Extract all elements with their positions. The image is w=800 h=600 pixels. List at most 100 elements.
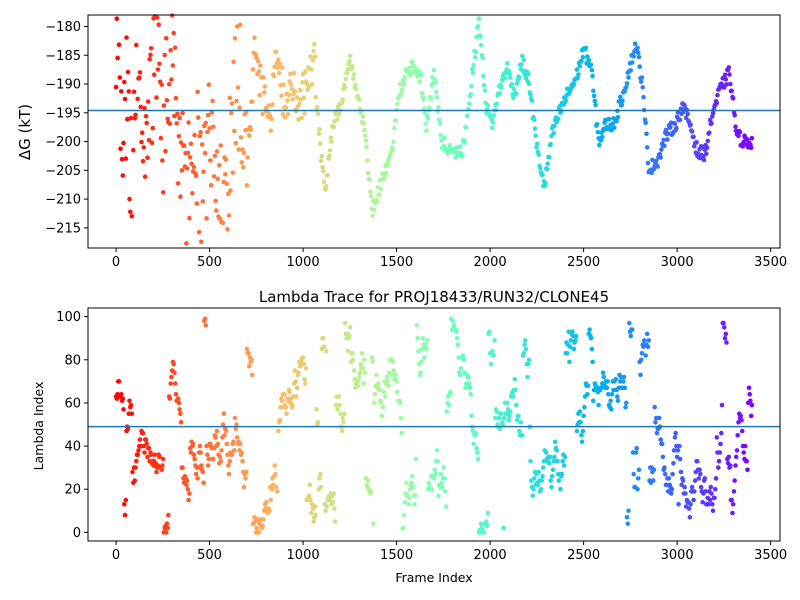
deltag-point xyxy=(320,164,325,170)
lambda-point xyxy=(709,491,714,496)
deltag-point xyxy=(131,89,137,95)
x-tick-label: 1000 xyxy=(287,255,320,270)
deltag-point xyxy=(583,45,589,51)
deltag-point xyxy=(505,60,510,66)
lambda-point xyxy=(229,452,235,458)
lambda-point xyxy=(490,348,495,354)
lambda-point xyxy=(350,357,356,363)
deltag-point xyxy=(639,75,645,80)
lambda-point xyxy=(662,471,668,477)
lambda-point xyxy=(256,530,262,535)
deltag-point xyxy=(591,93,597,99)
deltag-point xyxy=(472,55,478,60)
lambda-point xyxy=(726,454,732,460)
lambda-axes-frame xyxy=(87,307,781,542)
deltag-point xyxy=(286,92,292,98)
deltag-point xyxy=(313,94,319,100)
lambda-point xyxy=(401,525,406,531)
lambda-point xyxy=(422,355,427,360)
deltag-point xyxy=(139,130,145,135)
deltag-point xyxy=(377,192,382,198)
deltag-point xyxy=(592,98,598,104)
deltag-point xyxy=(490,120,496,125)
lambda-point xyxy=(650,478,656,483)
deltag-point xyxy=(184,241,189,246)
deltag-point xyxy=(665,137,670,142)
lambda-point xyxy=(639,351,645,356)
lambda-point xyxy=(358,361,364,367)
deltag-point xyxy=(299,115,304,121)
lambda-point xyxy=(516,413,521,419)
lambda-point xyxy=(561,463,567,468)
deltag-point xyxy=(327,153,332,159)
deltag-point xyxy=(590,73,595,79)
lambda-point xyxy=(466,381,472,386)
lambda-point xyxy=(478,521,484,526)
lambda-point xyxy=(540,465,546,470)
deltag-point xyxy=(184,166,190,171)
lambda-point xyxy=(634,445,639,451)
deltag-point xyxy=(509,82,515,87)
deltag-point xyxy=(311,48,316,54)
deltag-point xyxy=(325,173,331,178)
lambda-point xyxy=(442,476,447,481)
lambda-point xyxy=(747,392,752,397)
deltag-point xyxy=(508,75,513,80)
deltag-point xyxy=(438,132,444,138)
lambda-point xyxy=(287,389,292,395)
deltag-point xyxy=(371,207,377,213)
lambda-point xyxy=(187,491,192,496)
lambda-point xyxy=(317,476,322,481)
lambda-point xyxy=(712,495,717,501)
deltag-point xyxy=(290,97,295,102)
lambda-point xyxy=(562,454,568,460)
lambda-point xyxy=(547,454,553,460)
deltag-point xyxy=(674,125,679,131)
lambda-point xyxy=(160,456,166,462)
deltag-point xyxy=(436,117,442,123)
lambda-point xyxy=(526,357,532,363)
lambda-point xyxy=(123,497,129,503)
deltag-point xyxy=(544,167,550,172)
deltag-point xyxy=(164,98,170,103)
deltag-point xyxy=(136,75,142,80)
deltag-point xyxy=(151,72,157,77)
deltag-point xyxy=(520,53,525,59)
deltag-point xyxy=(189,161,194,166)
deltag-point xyxy=(353,86,359,92)
deltag-point xyxy=(214,208,219,213)
lambda-point xyxy=(193,471,199,477)
deltag-point xyxy=(460,153,465,158)
deltag-point xyxy=(256,69,262,74)
lambda-point xyxy=(398,400,403,406)
lambda-point xyxy=(513,387,518,393)
deltag-point xyxy=(714,100,720,106)
deltag-point xyxy=(252,35,257,40)
deltag-point xyxy=(362,127,367,133)
deltag-point xyxy=(312,42,317,47)
deltag-point xyxy=(595,129,601,135)
deltag-point xyxy=(723,76,729,82)
deltag-point xyxy=(374,199,380,204)
lambda-point xyxy=(475,456,481,462)
lambda-point xyxy=(283,404,289,410)
lambda-point xyxy=(735,433,740,438)
lambda-point xyxy=(706,502,711,507)
lambda-point xyxy=(240,458,245,464)
lambda-point xyxy=(191,452,197,458)
lambda-point xyxy=(671,461,676,466)
lambda-point xyxy=(631,471,636,477)
y-tick-label: 60 xyxy=(64,396,81,411)
lambda-point xyxy=(347,333,352,339)
deltag-point xyxy=(401,82,407,87)
x-tick-label: 2500 xyxy=(567,548,600,563)
lambda-point xyxy=(697,467,702,473)
deltag-point xyxy=(170,63,176,68)
lambda-point xyxy=(644,331,650,337)
lambda-point xyxy=(313,512,319,518)
lambda-x-ticks: 0 500 1000 1500 2000 2500 3000 3500 xyxy=(112,541,787,563)
deltag-point xyxy=(283,105,289,110)
deltag-point xyxy=(410,60,415,65)
lambda-point xyxy=(507,413,512,419)
lambda-point xyxy=(463,385,468,391)
